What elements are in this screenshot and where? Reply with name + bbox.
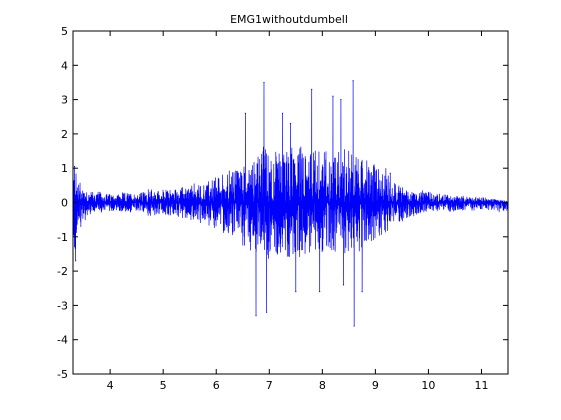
signal-peak-12: [340, 99, 342, 101]
series-layer: [72, 80, 509, 327]
x-tick-label: 6: [213, 379, 220, 392]
signal-peak-4: [263, 81, 265, 84]
x-tick-label: 5: [160, 379, 167, 392]
y-tick-label: -4: [57, 334, 68, 347]
y-tick-label: -5: [57, 368, 68, 381]
signal-peak-6: [281, 112, 284, 114]
signal-peak-1: [75, 260, 77, 262]
y-tick-label: -3: [57, 299, 68, 312]
x-tick-label: 9: [372, 379, 379, 392]
axes-layer: 4 5 6 7 8 9 10 11 -5 -4 -3 -2 -1 0 1 2 3 4 5: [57, 25, 509, 392]
chart-title: EMG1withoutdumbell: [230, 13, 348, 26]
signal-peak-7: [289, 123, 292, 125]
signal-peak-16: [361, 291, 363, 293]
x-tick-label: 4: [107, 379, 114, 392]
y-tick-label: 0: [61, 197, 68, 210]
signal-peak-2: [244, 112, 247, 114]
signal-peak-13: [342, 284, 345, 286]
y-tick-label: -2: [57, 265, 68, 278]
x-tick-label: 10: [421, 379, 435, 392]
signal-peak-0: [73, 165, 76, 168]
signal-peak-3: [255, 315, 257, 317]
x-tick-label: 11: [474, 379, 488, 392]
y-tick-label: 3: [61, 94, 68, 107]
signal-peak-5: [266, 311, 268, 313]
x-tick-label: 8: [319, 379, 326, 392]
y-tick-label: 1: [61, 162, 68, 175]
signal-peak-11: [332, 95, 334, 97]
signal-peak-17: [389, 172, 391, 174]
y-tick-label: 2: [61, 128, 68, 141]
y-tick-label: 4: [61, 59, 68, 72]
signal-peak-14: [352, 80, 354, 82]
signal-peak-9: [311, 88, 313, 90]
signal-peak-10: [319, 291, 321, 293]
signal-peak-8: [295, 291, 297, 293]
x-tick-label: 7: [266, 379, 273, 392]
y-tick-label: -1: [57, 231, 68, 244]
y-tick-label: 5: [61, 25, 68, 38]
emg-signal-line: [72, 80, 509, 327]
signal-peak-15: [353, 325, 355, 327]
